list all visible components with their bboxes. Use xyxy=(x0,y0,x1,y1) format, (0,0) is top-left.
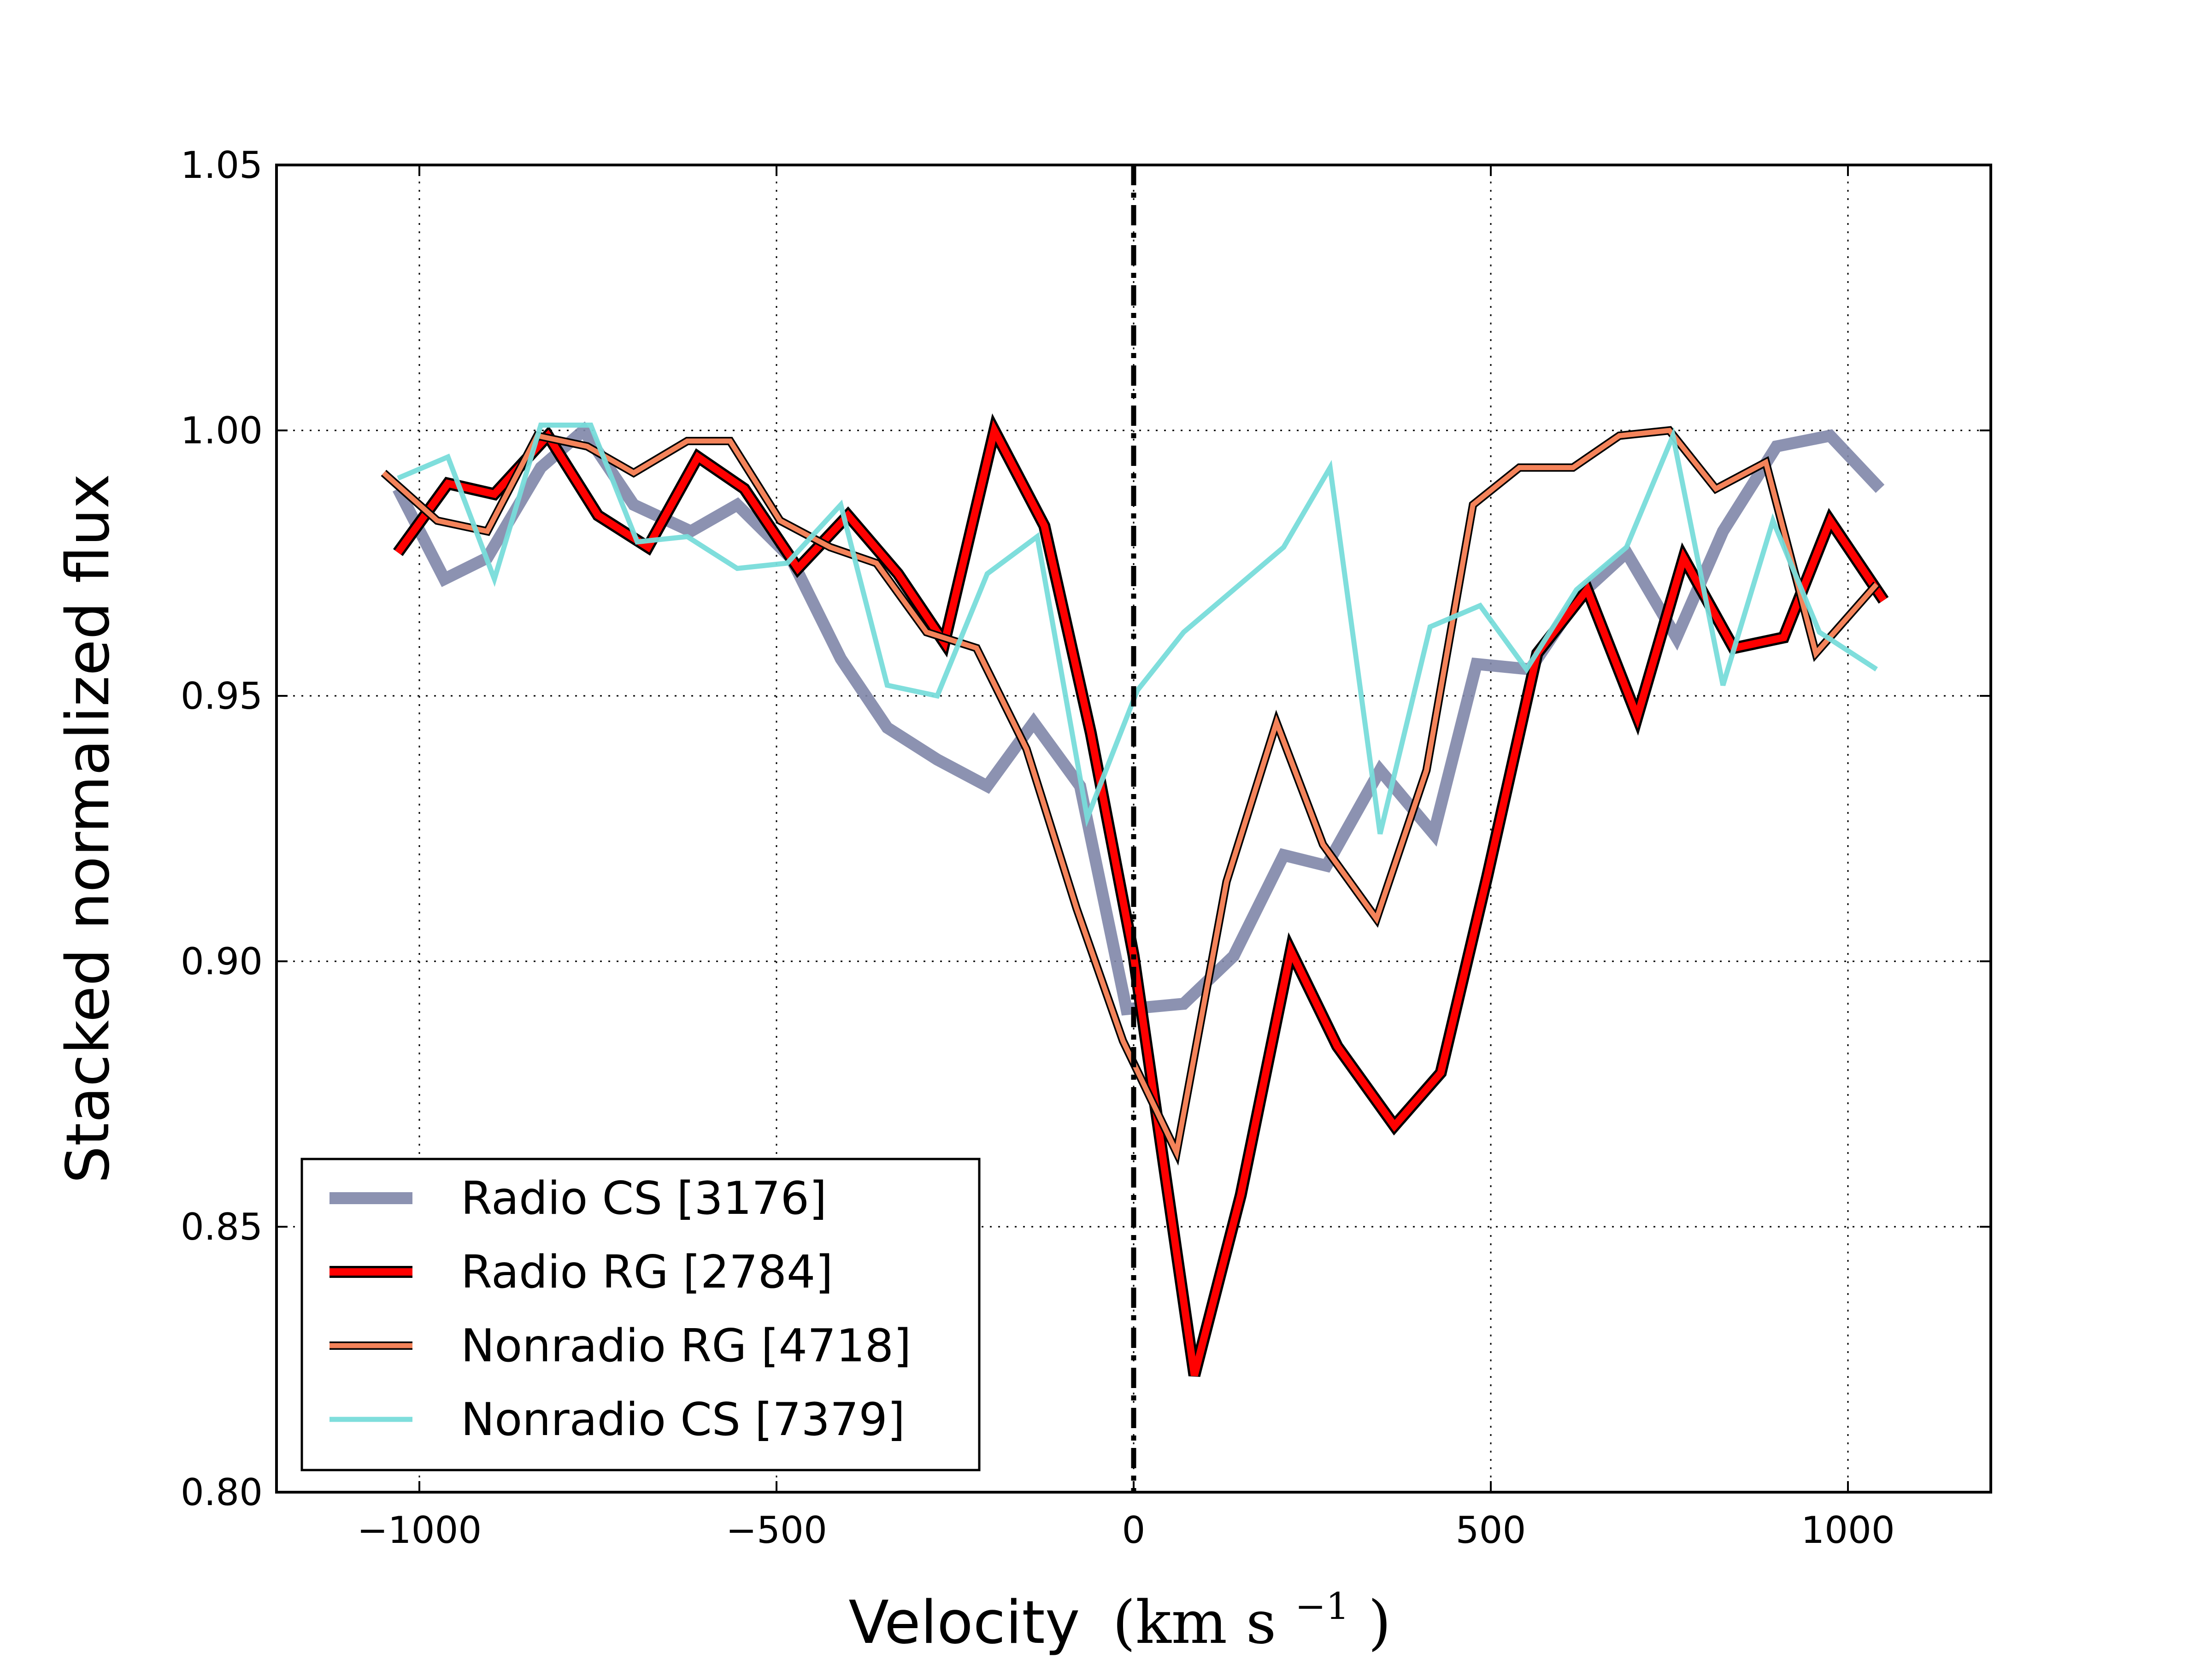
y-tick-label: 0.95 xyxy=(181,675,263,718)
y-tick-label: 0.80 xyxy=(181,1471,263,1514)
y-tick-label: 0.90 xyxy=(181,940,263,983)
x-axis-label-unit: (km s xyxy=(1112,1588,1276,1657)
series-0-stroke xyxy=(392,421,1885,1016)
x-tick-label: 1000 xyxy=(1801,1509,1895,1552)
legend-entry: Radio RG [2784] xyxy=(329,1246,833,1299)
x-axis-label-unit-close: ) xyxy=(1368,1588,1391,1657)
x-axis-label-text: Velocity xyxy=(848,1588,1080,1657)
legend-box xyxy=(300,1158,981,1471)
y-tick-label: 1.00 xyxy=(181,409,263,452)
y-tick-label: 1.05 xyxy=(181,144,263,187)
axis-ticks: −1000 −500 0 500 1000 0.80 0.85 0.90 0.95 1.00 1.0… xyxy=(181,144,1991,1552)
x-tick-label: −1000 xyxy=(357,1509,482,1552)
legend-entry: Nonradio CS [7379] xyxy=(329,1394,905,1446)
x-axis-label-unit-exponent: −1 xyxy=(1295,1585,1349,1628)
x-tick-label: 500 xyxy=(1456,1509,1526,1552)
legend-label: Nonradio CS [7379] xyxy=(461,1394,905,1446)
legend-entry: Nonradio RG [4718] xyxy=(329,1320,911,1372)
x-tick-label: 0 xyxy=(1122,1509,1146,1552)
legend: Radio CS [3176] Radio RG [2784] Nonradio R… xyxy=(300,1158,981,1471)
x-tick-label: −500 xyxy=(726,1509,827,1552)
legend-label: Radio CS [3176] xyxy=(461,1172,827,1225)
x-axis-label: Velocity (km s −1 ) xyxy=(848,1565,1391,1657)
series-3-line xyxy=(397,423,1878,835)
series-3-stroke xyxy=(397,423,1878,835)
series-2-line xyxy=(381,426,1880,1166)
legend-entry: Radio CS [3176] xyxy=(329,1172,827,1225)
legend-label: Nonradio RG [4718] xyxy=(461,1320,911,1372)
series-0-line xyxy=(392,421,1885,1016)
y-tick-label: 0.85 xyxy=(181,1206,263,1248)
legend-label: Radio RG [2784] xyxy=(461,1246,833,1299)
series-2-stroke xyxy=(382,428,1879,1161)
y-axis-label: Stacked normalized flux xyxy=(54,474,123,1183)
